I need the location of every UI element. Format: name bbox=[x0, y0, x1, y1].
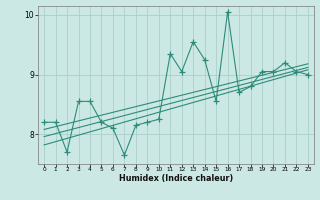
X-axis label: Humidex (Indice chaleur): Humidex (Indice chaleur) bbox=[119, 174, 233, 183]
